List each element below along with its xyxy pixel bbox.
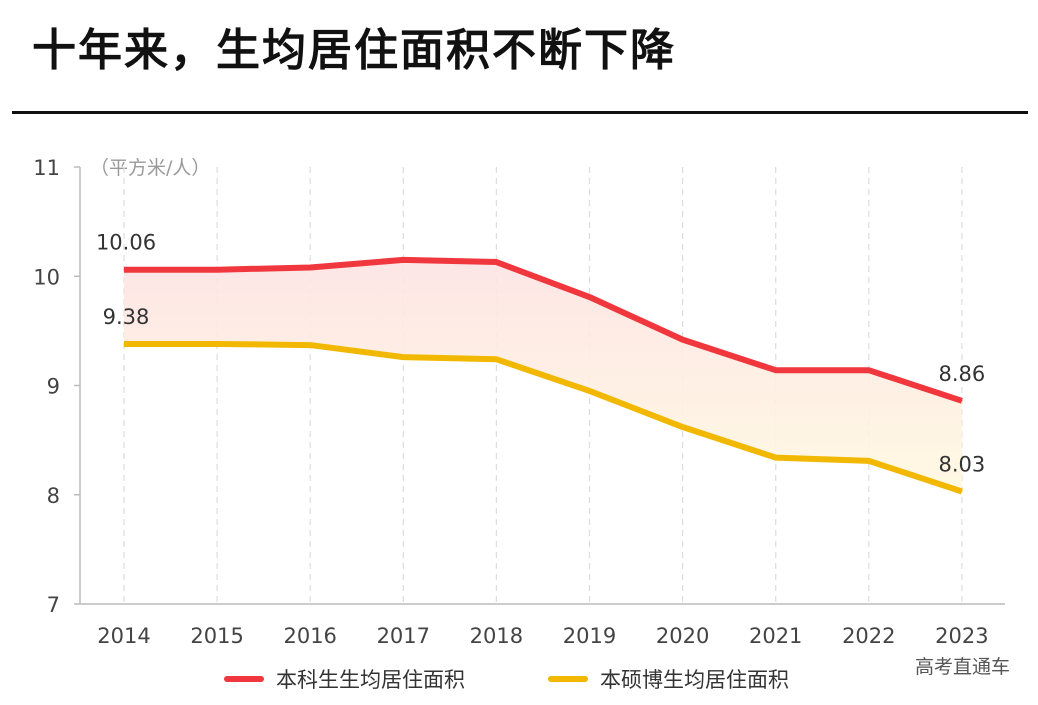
data-point (682, 339, 684, 341)
x-tick-label: 2016 (283, 624, 336, 648)
legend-item-undergrad: 本科生生均居住面积 (224, 664, 465, 694)
source-label: 高考直通车 (914, 656, 1010, 678)
data-point (495, 261, 497, 263)
data-point (961, 490, 963, 492)
x-tick-label: 2019 (563, 624, 616, 648)
y-tick-label: 10 (33, 265, 60, 289)
title-divider (12, 111, 1028, 114)
data-point (216, 343, 218, 345)
data-label: 9.38 (103, 305, 150, 329)
data-label: 10.06 (96, 231, 156, 255)
x-tick-label: 2021 (749, 624, 802, 648)
data-label: 8.86 (939, 362, 986, 386)
y-axis-unit: （平方米/人） (90, 157, 210, 179)
data-point (868, 460, 870, 462)
legend-item-all-students: 本硕博生均居住面积 (548, 664, 789, 694)
data-point (775, 369, 777, 371)
data-point (775, 457, 777, 459)
legend-swatch (224, 676, 264, 682)
y-tick-label: 7 (47, 593, 60, 617)
data-label: 8.03 (939, 452, 986, 476)
legend-label: 本科生生均居住面积 (276, 668, 465, 692)
y-tick-label: 11 (33, 156, 60, 180)
data-point (123, 343, 125, 345)
data-point (309, 267, 311, 269)
data-point (868, 369, 870, 371)
x-tick-label: 2022 (842, 624, 895, 648)
legend-label: 本硕博生均居住面积 (600, 668, 789, 692)
data-point (682, 426, 684, 428)
x-tick-label: 2023 (935, 624, 988, 648)
x-tick-label: 2014 (97, 624, 150, 648)
data-point (589, 390, 590, 392)
data-point (216, 269, 218, 271)
data-point (402, 356, 404, 358)
y-tick-label: 8 (47, 484, 60, 508)
legend-swatch (548, 676, 588, 682)
y-tick-label: 9 (47, 375, 60, 399)
data-point (123, 269, 125, 271)
series-line-0 (124, 256, 963, 404)
page-title: 十年来，生均居住面积不断下降 (32, 25, 676, 76)
x-tick-label: 2020 (656, 624, 709, 648)
area-between-series (124, 259, 962, 492)
data-point (495, 358, 497, 360)
data-point (309, 344, 311, 346)
x-tick-label: 2015 (190, 624, 243, 648)
data-point (589, 296, 590, 298)
x-tick-label: 2017 (377, 624, 430, 648)
data-point (961, 400, 963, 402)
series-line-1 (124, 340, 963, 495)
data-point (402, 259, 404, 261)
x-tick-label: 2018 (470, 624, 523, 648)
